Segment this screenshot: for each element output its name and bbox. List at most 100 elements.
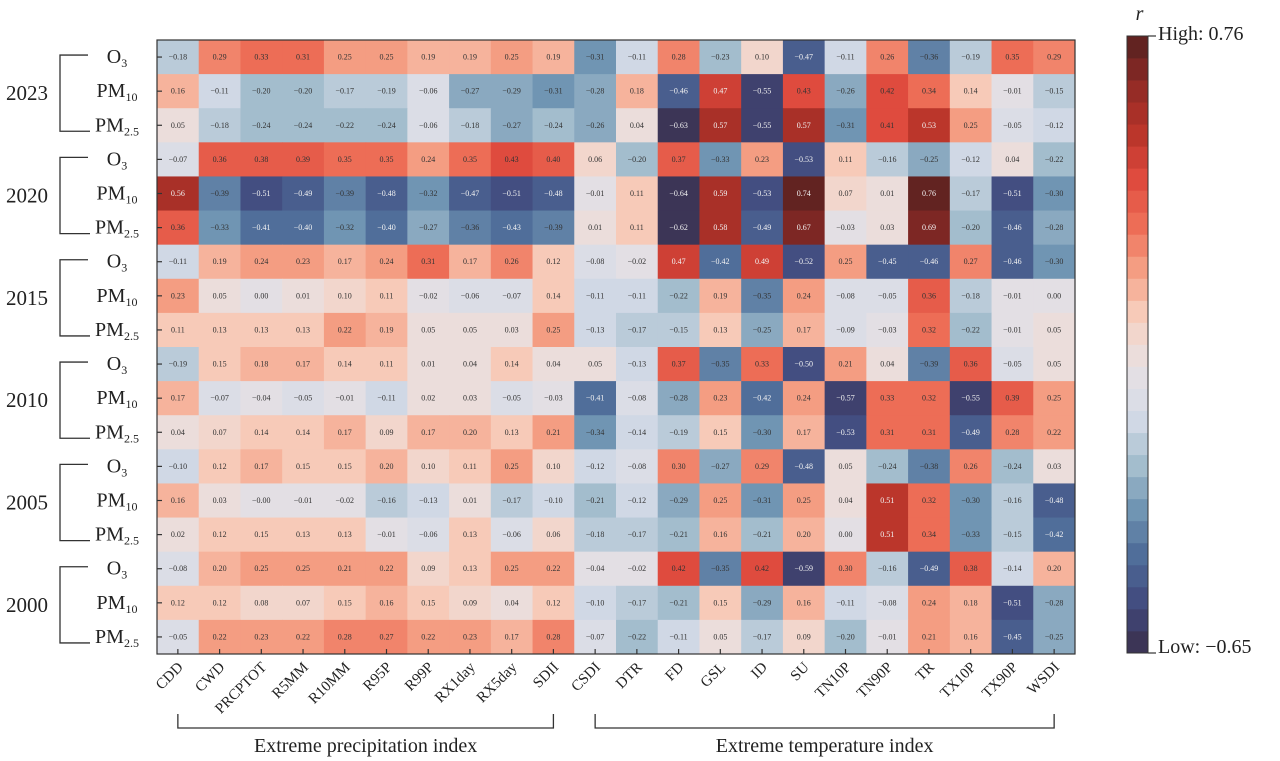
heatmap-cell [449, 176, 492, 212]
heatmap-cell [699, 210, 742, 246]
heatmap-cell [1033, 381, 1076, 416]
heatmap-cell [532, 483, 575, 519]
cell-value-label: −0.40 [294, 223, 313, 232]
heatmap-cell [1033, 312, 1076, 348]
heatmap-cell [574, 108, 617, 143]
heatmap-cell [240, 278, 283, 314]
heatmap-cell [782, 176, 826, 212]
colorbar-high-label: High: 0.76 [1158, 23, 1244, 45]
y-tick-label-pollutant: PM2.5 [95, 421, 139, 445]
cell-value-label: 0.02 [171, 530, 185, 539]
heatmap-cell [616, 517, 659, 553]
cell-value-label: −0.48 [1045, 496, 1064, 505]
heatmap-cell [407, 551, 450, 587]
cell-value-label: −0.31 [544, 87, 563, 96]
y-group-bracket [59, 566, 90, 644]
heatmap-cell [198, 619, 241, 655]
heatmap-cell [157, 108, 200, 143]
heatmap-cell [449, 381, 492, 416]
heatmap-cells [157, 40, 1076, 655]
cell-value-label: 0.11 [463, 462, 477, 471]
cell-value-label: 0.20 [463, 428, 477, 437]
cell-value-label: 0.31 [922, 428, 936, 437]
heatmap-cell [782, 278, 826, 314]
colorbar-step [1127, 168, 1148, 191]
cell-value-label: 0.01 [463, 496, 477, 505]
heatmap-cell [782, 142, 826, 177]
heatmap-cell [157, 483, 200, 519]
colorbar-low-label: Low: −0.65 [1158, 636, 1252, 658]
colorbar-step [1127, 256, 1148, 279]
y-tick-label-pollutant: O3 [107, 251, 127, 275]
heatmap-cell [908, 517, 951, 553]
cell-value-label: −0.01 [1003, 87, 1022, 96]
cell-value-label: −0.39 [544, 223, 563, 232]
heatmap-cell [991, 381, 1034, 416]
heatmap-cell [574, 347, 617, 382]
heatmap-cell [741, 585, 784, 621]
heatmap-cell [1033, 619, 1076, 655]
cell-value-label: −0.00 [252, 496, 271, 505]
heatmap-cell [949, 312, 993, 348]
heatmap-cell [532, 142, 575, 177]
heatmap-cell [574, 381, 617, 416]
heatmap-cell [866, 551, 909, 587]
cell-value-label: 0.05 [213, 291, 227, 300]
heatmap-cell [824, 381, 867, 416]
plot-frame [156, 39, 1076, 655]
cell-value-label: 0.58 [713, 223, 727, 232]
heatmap-cell [908, 415, 951, 450]
cell-value-label: 0.23 [296, 257, 310, 266]
cell-value-label: −0.03 [878, 325, 897, 334]
heatmap-cell [949, 142, 993, 177]
heatmap-cell [157, 449, 200, 484]
y-group-year-label: 2015 [6, 286, 48, 310]
heatmap-cell [824, 585, 867, 621]
cell-value-label: 0.13 [463, 564, 477, 573]
heatmap-cell [198, 312, 241, 348]
heatmap-cell [866, 210, 909, 246]
heatmap-cell [949, 244, 993, 280]
heatmap-cell [824, 483, 867, 519]
heatmap-cell [449, 483, 492, 519]
heatmap-cell [616, 483, 659, 519]
cell-value-label: 0.17 [254, 462, 268, 471]
heatmap-cell [407, 517, 450, 553]
heatmap-cell [824, 40, 867, 75]
cell-value-label: −0.48 [544, 189, 563, 198]
heatmap-cell [741, 381, 784, 416]
cell-value-label: −0.28 [669, 394, 688, 403]
heatmap-cell [532, 278, 575, 314]
heatmap-cell [741, 483, 784, 519]
heatmap-cell [741, 176, 784, 212]
heatmap-cell [866, 74, 909, 109]
cell-value-label: −0.46 [1003, 257, 1022, 266]
heatmap-cell [991, 40, 1034, 75]
heatmap-cell [616, 619, 659, 655]
heatmap-cell [616, 347, 659, 382]
heatmap-cell [782, 449, 826, 484]
cell-value-label: 0.36 [171, 223, 185, 232]
heatmap-cell [824, 551, 867, 587]
cell-value-label: 0.04 [505, 598, 519, 607]
cell-value-label: −0.49 [294, 189, 313, 198]
cell-value-label: 0.26 [964, 462, 978, 471]
heatmap-cell [949, 585, 993, 621]
heatmap-cell [616, 278, 659, 314]
heatmap-cell [866, 619, 909, 655]
heatmap-cell [616, 40, 659, 75]
heatmap-cell [240, 312, 283, 348]
cell-value-label: 0.37 [672, 360, 686, 369]
heatmap-cell [1033, 74, 1076, 109]
heatmap-cell [157, 142, 200, 177]
heatmap-cell [449, 142, 492, 177]
heatmap-cell [657, 551, 700, 587]
heatmap-cell [198, 415, 241, 450]
heatmap-cell [824, 278, 867, 314]
heatmap-cell [908, 176, 951, 212]
heatmap-cell [782, 585, 826, 621]
heatmap-cell [282, 517, 325, 553]
heatmap-cell [240, 585, 283, 621]
cell-value-label: 0.17 [421, 428, 435, 437]
